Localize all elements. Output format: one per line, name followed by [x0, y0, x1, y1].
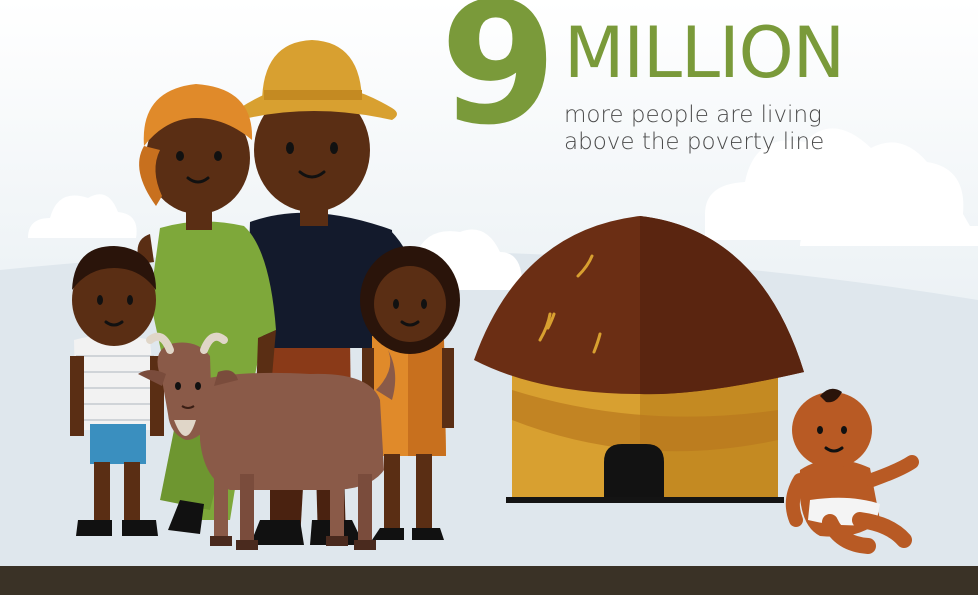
cloud-icon: [28, 194, 137, 238]
baby-illustration: [785, 388, 919, 554]
boy-figure: [70, 246, 164, 536]
headline-subtitle: more people are living above the poverty…: [564, 102, 884, 156]
cloud-icon: [705, 128, 978, 246]
hut-illustration: [474, 216, 804, 503]
headline-word: MILLION: [564, 12, 845, 94]
headline-block: 9 MILLION more people are living above t…: [440, 0, 960, 174]
subtitle-line-2: above the poverty line: [564, 129, 825, 155]
subtitle-line-1: more people are living: [564, 102, 822, 128]
footer-band: [0, 566, 978, 595]
goat-illustration: [138, 332, 396, 550]
headline-number: 9: [440, 0, 557, 162]
